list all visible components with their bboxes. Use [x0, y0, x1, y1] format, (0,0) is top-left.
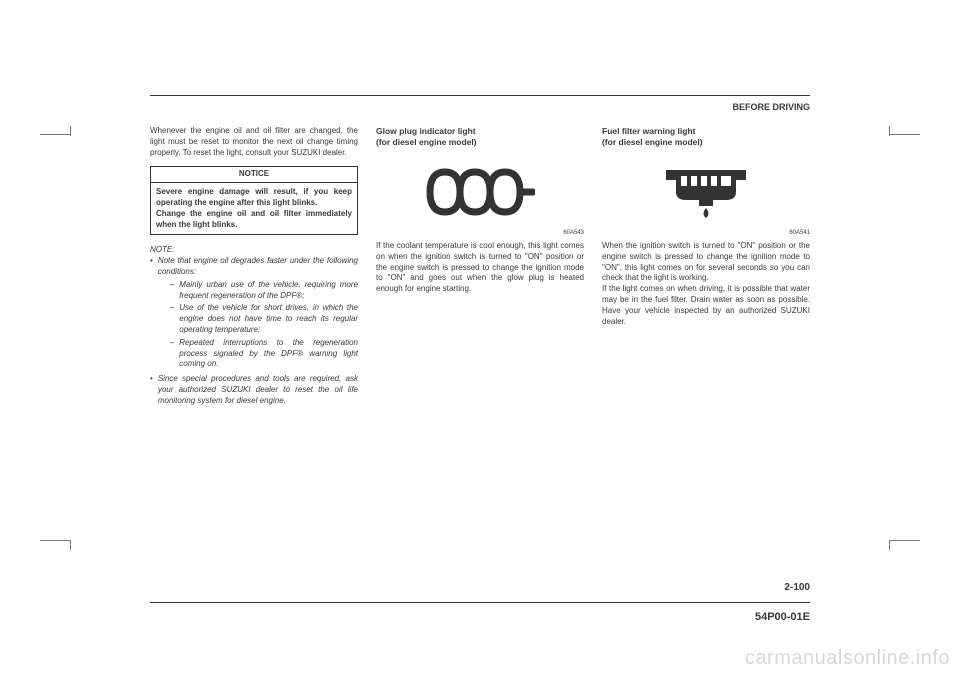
crop-mark	[890, 540, 920, 541]
col3-body: When the ignition switch is turned to "O…	[602, 241, 810, 327]
bullet-text: Note that engine oil degrades faster und…	[158, 256, 358, 276]
section-header: BEFORE DRIVING	[150, 102, 810, 112]
crop-mark	[40, 540, 70, 541]
column-3: Fuel filter warning light (for diesel en…	[602, 126, 810, 409]
notice-box: NOTICE Severe engine damage will result,…	[150, 166, 358, 235]
list-item: Use of the vehicle for short drives, in …	[170, 303, 358, 335]
page-content: BEFORE DRIVING Whenever the engine oil a…	[150, 95, 810, 540]
sub-bullet-text: Repeated interruptions to the regenerati…	[179, 338, 358, 370]
note-list: Note that engine oil degrades faster und…	[150, 256, 358, 406]
sub-bullet-text: Mainly urban use of the vehicle, requiri…	[179, 280, 358, 302]
col2-body: If the coolant temperature is cool enoug…	[376, 241, 584, 295]
fuel-filter-icon	[602, 157, 810, 227]
page-number: 2-100	[784, 582, 810, 593]
column-2: Glow plug indicator light (for diesel en…	[376, 126, 584, 409]
col2-title: Glow plug indicator light (for diesel en…	[376, 126, 584, 149]
crop-mark	[889, 126, 890, 136]
col3-title: Fuel filter warning light (for diesel en…	[602, 126, 810, 149]
list-item: Since special procedures and tools are r…	[150, 374, 358, 406]
list-item: Note that engine oil degrades faster und…	[150, 256, 358, 372]
document-code: 54P00-01E	[755, 611, 810, 623]
image-code: 60A541	[602, 229, 810, 237]
sub-list: Mainly urban use of the vehicle, requiri…	[158, 280, 358, 370]
crop-mark	[70, 540, 71, 550]
list-item: Repeated interruptions to the regenerati…	[170, 338, 358, 370]
list-item: Mainly urban use of the vehicle, requiri…	[170, 280, 358, 302]
bottom-rule	[150, 602, 810, 603]
image-code: 60A543	[376, 229, 584, 237]
glow-plug-icon	[376, 157, 584, 227]
top-rule	[150, 95, 810, 96]
title-line-1: Glow plug indicator light	[376, 126, 476, 136]
crop-mark	[889, 540, 890, 550]
column-1: Whenever the engine oil and oil filter a…	[150, 126, 358, 409]
crop-mark	[890, 134, 920, 135]
bullet-text: Since special procedures and tools are r…	[158, 374, 358, 406]
title-line-1: Fuel filter warning light	[602, 126, 696, 136]
notice-body: Severe engine damage will result, if you…	[151, 183, 357, 234]
crop-mark	[70, 126, 71, 136]
title-line-2: (for diesel engine model)	[602, 137, 703, 147]
notice-title: NOTICE	[151, 167, 357, 183]
sub-bullet-text: Use of the vehicle for short drives, in …	[179, 303, 358, 335]
columns: Whenever the engine oil and oil filter a…	[150, 126, 810, 409]
crop-mark	[40, 134, 70, 135]
note-label: NOTE:	[150, 245, 358, 256]
col1-intro: Whenever the engine oil and oil filter a…	[150, 126, 358, 158]
watermark: carmanualsonline.info	[745, 647, 950, 670]
title-line-2: (for diesel engine model)	[376, 137, 477, 147]
